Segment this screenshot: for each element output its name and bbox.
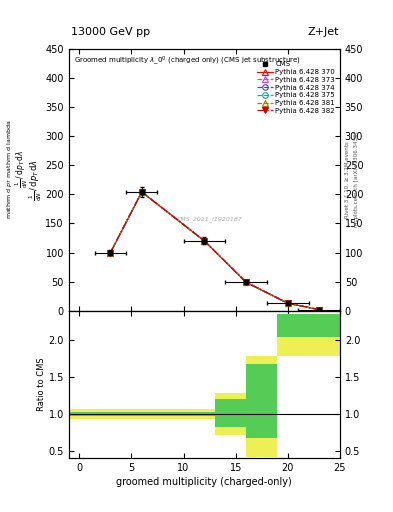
X-axis label: groomed multiplicity (charged-only): groomed multiplicity (charged-only) xyxy=(116,477,292,487)
Legend: CMS, Pythia 6.428 370, Pythia 6.428 373, Pythia 6.428 374, Pythia 6.428 375, Pyt: CMS, Pythia 6.428 370, Pythia 6.428 373,… xyxy=(256,60,336,115)
Y-axis label: Ratio to CMS: Ratio to CMS xyxy=(37,358,46,411)
Text: Z+Jet: Z+Jet xyxy=(307,27,339,37)
Text: Groomed multiplicity $\lambda\_0^0$ (charged only) (CMS jet substructure): Groomed multiplicity $\lambda\_0^0$ (cha… xyxy=(74,54,301,67)
Text: Rivet 3.1.10, ≥ 3.2M events: Rivet 3.1.10, ≥ 3.2M events xyxy=(345,141,350,218)
Text: mcplots.cern.ch [arXiv:1306.3436]: mcplots.cern.ch [arXiv:1306.3436] xyxy=(354,132,359,227)
Text: $\frac{1}{\mathrm{d}N}\,/\,\mathrm{d}p_T\,\mathrm{d}\lambda$: $\frac{1}{\mathrm{d}N}\,/\,\mathrm{d}p_T… xyxy=(13,150,30,188)
Text: 13000 GeV pp: 13000 GeV pp xyxy=(71,27,150,37)
Text: mathrm d$^2$N
mathrm d $p_T$ mathrm d lambda: mathrm d$^2$N mathrm d $p_T$ mathrm d la… xyxy=(0,119,14,219)
Y-axis label: $\frac{1}{\mathrm{d}N}\,/\,\mathrm{d}p_T\,\mathrm{d}\lambda$: $\frac{1}{\mathrm{d}N}\,/\,\mathrm{d}p_T… xyxy=(28,159,44,201)
Text: CMS_2021_I1920187: CMS_2021_I1920187 xyxy=(177,216,243,222)
